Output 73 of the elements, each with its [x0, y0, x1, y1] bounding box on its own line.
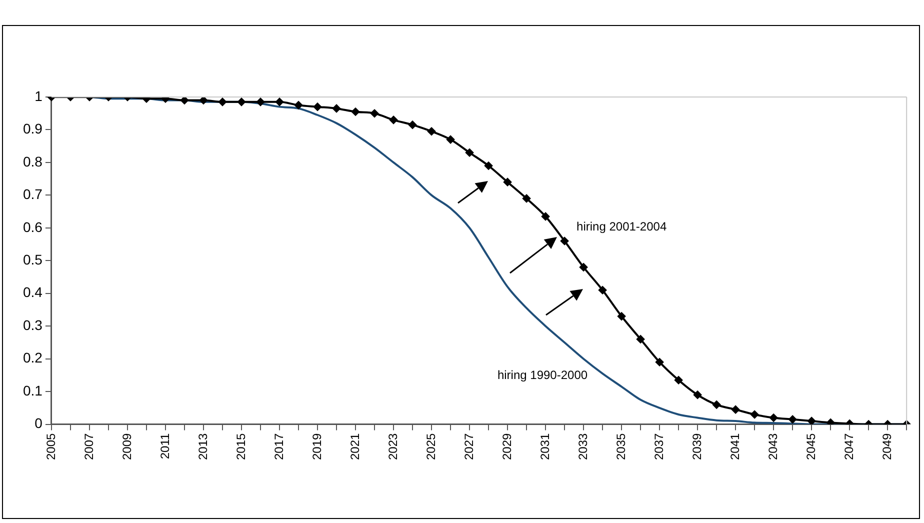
x-tick-label: 2043: [766, 432, 780, 460]
y-tick-label: 0.7: [22, 186, 43, 202]
x-tick-label: 2011: [158, 432, 172, 460]
x-tick-label: 2029: [500, 432, 514, 460]
y-tick-label: 1: [34, 88, 43, 104]
point: [142, 97, 150, 103]
x-tick-label: 2033: [576, 432, 590, 460]
point: [276, 98, 284, 106]
point: [180, 97, 188, 104]
y-tick-label: 0.2: [22, 350, 43, 366]
x-tick-label: 2047: [842, 432, 856, 460]
x-tick-label: 2045: [804, 432, 818, 460]
point: [522, 194, 531, 202]
y-tick-label: 0.3: [22, 316, 43, 333]
point: [560, 237, 569, 246]
series-label: hiring 2001-2004: [576, 219, 667, 234]
x-tick-label: 2019: [310, 432, 324, 460]
x-tick-label: 2017: [272, 432, 286, 460]
point: [256, 98, 264, 106]
point: [428, 127, 436, 136]
point: [598, 286, 607, 294]
point: [694, 390, 702, 399]
x-tick-label: 2035: [614, 432, 628, 460]
x-tick-label: 2013: [196, 432, 210, 460]
point: [542, 212, 550, 220]
point: [466, 148, 474, 157]
point: [370, 109, 379, 118]
point: [712, 400, 721, 409]
x-tick-label: 2005: [44, 432, 58, 460]
x-tick-label: 2041: [728, 432, 742, 460]
point: [294, 101, 302, 110]
point: [446, 136, 455, 144]
point: [618, 312, 626, 320]
x-tick-label: 2025: [424, 432, 438, 460]
point: [808, 417, 816, 424]
y-tick-label: 0.9: [22, 120, 43, 137]
point: [732, 406, 740, 414]
y-tick-label: 0.4: [22, 284, 43, 300]
point: [408, 120, 417, 129]
point: [218, 98, 226, 106]
point: [484, 162, 493, 170]
x-tick-label: 2037: [652, 432, 666, 460]
y-tick-label: 0.8: [22, 153, 43, 170]
point: [390, 116, 398, 124]
point: [504, 178, 512, 186]
point: [656, 358, 664, 366]
x-tick-label: 2015: [234, 432, 248, 460]
point: [826, 418, 835, 424]
point: [199, 97, 208, 104]
x-tick-label: 2049: [880, 432, 894, 460]
point: [314, 102, 322, 111]
point: [788, 415, 797, 424]
x-tick-label: 2007: [82, 432, 96, 460]
point: [750, 410, 759, 418]
series-label: hiring 1990-2000: [497, 368, 588, 382]
x-tick-label: 2023: [386, 432, 400, 460]
point: [674, 376, 683, 384]
x-tick-label: 2031: [538, 432, 552, 460]
point: [237, 98, 246, 106]
y-tick-label: 0.1: [22, 382, 43, 398]
y-tick-label: 0.6: [22, 218, 43, 235]
point: [352, 108, 360, 116]
point: [580, 263, 588, 272]
point: [161, 97, 170, 103]
x-tick-label: 2021: [348, 432, 362, 460]
y-tick-label: 0: [34, 415, 43, 432]
x-tick-label: 2039: [690, 432, 704, 460]
y-tick-label: 0.5: [22, 252, 43, 268]
point: [636, 335, 645, 344]
x-tick-label: 2027: [462, 432, 476, 460]
point: [770, 414, 778, 422]
x-tick-label: 2009: [120, 432, 134, 460]
point: [332, 104, 341, 112]
